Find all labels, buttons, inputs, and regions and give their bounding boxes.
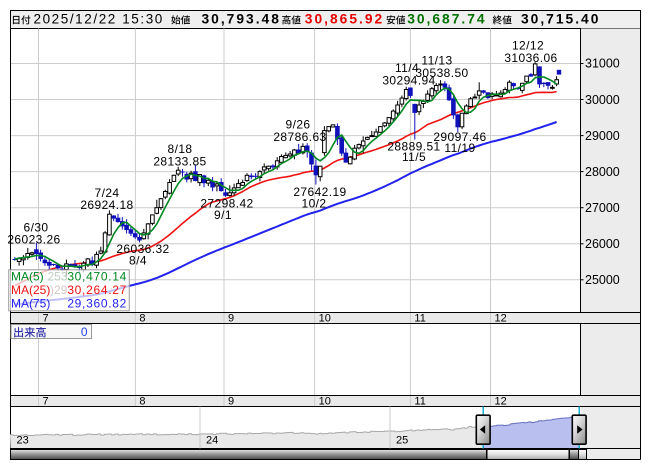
svg-text:9/26: 9/26	[286, 118, 311, 132]
svg-text:7/24: 7/24	[95, 186, 120, 200]
svg-text:8: 8	[139, 396, 145, 408]
svg-text:12: 12	[495, 313, 507, 325]
svg-text:23: 23	[17, 435, 29, 447]
svg-text:28786.63: 28786.63	[273, 130, 326, 144]
svg-text:10/2: 10/2	[302, 197, 327, 211]
svg-text:11/5: 11/5	[402, 150, 426, 164]
svg-text:28889.51: 28889.51	[387, 140, 440, 154]
svg-text:30,715.40: 30,715.40	[521, 12, 600, 27]
svg-text:MA(25): MA(25)	[11, 283, 50, 297]
svg-text:12: 12	[495, 396, 507, 408]
svg-text:11/13: 11/13	[421, 54, 452, 68]
svg-text:0: 0	[81, 325, 88, 339]
svg-text:27642.19: 27642.19	[293, 185, 346, 199]
svg-text:7: 7	[43, 396, 49, 408]
svg-text:11: 11	[414, 396, 425, 408]
svg-text:8/4: 8/4	[129, 254, 147, 268]
svg-text:29,360.82: 29,360.82	[67, 296, 127, 310]
svg-text:11/19: 11/19	[444, 141, 475, 155]
svg-text:9: 9	[228, 313, 234, 325]
svg-text:30538.50: 30538.50	[415, 66, 468, 80]
svg-text:MA(5): MA(5)	[11, 269, 44, 283]
svg-text:2025/12/22 15:30: 2025/12/22 15:30	[34, 12, 164, 27]
svg-text:9/1: 9/1	[214, 208, 232, 222]
svg-text:26023.26: 26023.26	[7, 233, 60, 247]
svg-text:11/4: 11/4	[395, 61, 419, 75]
svg-text:MA(75): MA(75)	[11, 296, 50, 310]
svg-text:30,264.27: 30,264.27	[67, 283, 127, 297]
svg-text:30000: 30000	[585, 93, 620, 107]
svg-text:8: 8	[139, 313, 145, 325]
svg-text:31000: 31000	[585, 57, 620, 71]
svg-text:8/18: 8/18	[168, 142, 193, 156]
svg-text:27298.42: 27298.42	[200, 197, 253, 211]
svg-text:27000: 27000	[585, 201, 620, 215]
svg-text:28133.85: 28133.85	[153, 155, 206, 169]
svg-text:10: 10	[319, 396, 331, 408]
svg-text:30,865.92: 30,865.92	[305, 12, 384, 27]
svg-text:26036.32: 26036.32	[116, 242, 169, 256]
svg-text:253: 253	[48, 269, 68, 283]
svg-text:25000: 25000	[585, 273, 620, 287]
svg-text:6/30: 6/30	[24, 221, 49, 235]
svg-text:7: 7	[43, 313, 49, 325]
svg-text:31036.06: 31036.06	[504, 51, 557, 65]
svg-text:25: 25	[396, 435, 408, 447]
svg-text:30294.94: 30294.94	[382, 74, 435, 88]
svg-text:30,470.14: 30,470.14	[67, 269, 127, 283]
svg-text:29000: 29000	[585, 129, 620, 143]
svg-text:5: 5	[30, 296, 37, 310]
svg-text:30,687.74: 30,687.74	[407, 12, 486, 27]
svg-text:26924.18: 26924.18	[80, 198, 133, 212]
svg-text:26000: 26000	[585, 237, 620, 251]
svg-text:12/12: 12/12	[512, 39, 544, 53]
svg-text:9: 9	[228, 396, 234, 408]
svg-text:11: 11	[414, 313, 425, 325]
svg-text:10: 10	[319, 313, 331, 325]
svg-text:28000: 28000	[585, 165, 620, 179]
svg-text:24: 24	[206, 435, 218, 447]
svg-text:30,793.48: 30,793.48	[202, 12, 281, 27]
svg-text:)29: )29	[50, 283, 68, 297]
svg-text:29097.46: 29097.46	[433, 130, 486, 144]
